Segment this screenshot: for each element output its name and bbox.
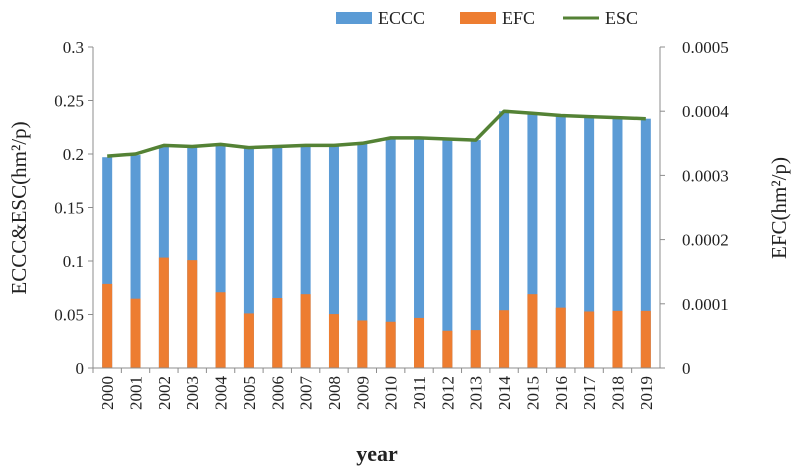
eccc-bar <box>130 155 141 368</box>
x-tick-label: 2014 <box>495 376 514 411</box>
eccc-bar <box>158 145 169 368</box>
efc-bar <box>584 311 595 368</box>
x-tick-label: 2004 <box>212 376 231 411</box>
legend-eccc-swatch <box>336 12 372 24</box>
eccc-bar <box>272 146 283 368</box>
left-tick-label: 0.1 <box>63 252 84 271</box>
y-axis-right-title: EFC(hm²/p) <box>767 157 791 259</box>
efc-bar <box>300 294 311 368</box>
efc-bar <box>243 313 254 368</box>
efc-bar <box>442 330 453 368</box>
eccc-bar <box>442 139 453 368</box>
legend: ECCC EFC ESC <box>336 8 638 28</box>
efc-bars <box>102 257 651 368</box>
right-tick-label: 0.0004 <box>682 102 729 121</box>
x-tick-label: 2019 <box>637 376 656 410</box>
x-tick-label: 2009 <box>353 376 372 410</box>
left-tick-label: 0.15 <box>54 199 84 218</box>
x-tick-label: 2011 <box>410 376 429 409</box>
x-axis-ticks: 2000 2001 2002 2003 2004 2005 2006 2007 2008 2009… <box>92 368 656 411</box>
esc-line-group <box>107 109 646 158</box>
x-tick-label: 2013 <box>467 376 486 410</box>
left-tick-label: 0.05 <box>54 306 84 325</box>
right-tick-label: 0.0001 <box>682 295 729 314</box>
efc-bar <box>187 260 198 368</box>
efc-bar <box>470 330 481 368</box>
eccc-bar <box>243 147 254 368</box>
eccc-bar <box>328 145 339 368</box>
legend-eccc-label: ECCC <box>378 8 425 28</box>
y-axis-left-title: ECCC&ESC(hm²/p) <box>7 121 31 294</box>
efc-bar <box>612 310 623 368</box>
left-tick-label: 0.25 <box>54 92 84 111</box>
eccc-bar <box>527 113 538 368</box>
legend-efc-swatch <box>460 12 496 24</box>
eccc-bar <box>215 144 226 368</box>
eccc-bar <box>640 118 651 368</box>
eccc-bar <box>499 111 510 368</box>
eccc-bar <box>300 145 311 368</box>
left-tick-label: 0.3 <box>63 38 84 57</box>
eccc-bar <box>555 115 566 368</box>
efc-bar <box>158 257 169 368</box>
eccc-bar <box>102 157 113 368</box>
efc-bar <box>527 294 538 368</box>
x-tick-label: 2007 <box>297 376 316 411</box>
efc-bar <box>130 298 141 368</box>
efc-bar <box>272 298 283 368</box>
x-tick-label: 2002 <box>155 376 174 410</box>
eccc-bar <box>612 117 623 369</box>
legend-efc-label: EFC <box>502 8 535 28</box>
right-axis-ticks: 0 0.0001 0.0002 0.0003 0.0004 0.0005 <box>660 38 729 378</box>
eccc-bar <box>414 137 425 368</box>
efc-bar <box>102 283 113 368</box>
eccc-bar <box>470 140 481 368</box>
right-tick-label: 0.0002 <box>682 231 729 250</box>
eccc-bar <box>187 146 198 368</box>
eccc-bar <box>385 137 396 368</box>
efc-bar <box>414 317 425 368</box>
eccc-bars <box>102 111 651 369</box>
left-axis-ticks: 0 0.05 0.1 0.15 0.2 0.25 0.3 <box>54 38 93 378</box>
x-tick-label: 2015 <box>523 376 542 410</box>
right-tick-label: 0.0005 <box>682 38 729 57</box>
efc-bar <box>499 310 510 368</box>
left-tick-label: 0.2 <box>63 145 84 164</box>
x-tick-label: 2008 <box>325 376 344 410</box>
legend-esc-label: ESC <box>605 8 638 28</box>
x-axis-title: year <box>356 441 398 466</box>
x-tick-label: 2016 <box>552 376 571 410</box>
eccc-bar <box>584 116 595 368</box>
efc-bar <box>328 314 339 368</box>
efc-bar <box>357 320 368 368</box>
efc-bar <box>640 310 651 368</box>
x-tick-label: 2012 <box>438 376 457 410</box>
eccc-bar <box>357 143 368 368</box>
efc-bar <box>555 307 566 368</box>
right-tick-label: 0.0003 <box>682 166 729 185</box>
x-tick-label: 2000 <box>98 376 117 410</box>
x-tick-label: 2017 <box>580 376 599 411</box>
x-tick-label: 2001 <box>127 376 146 410</box>
efc-bar <box>215 292 226 368</box>
efc-bar <box>385 321 396 368</box>
esc-line <box>107 109 646 158</box>
x-tick-label: 2010 <box>382 376 401 410</box>
x-tick-label: 2003 <box>183 376 202 410</box>
x-tick-label: 2005 <box>240 376 259 410</box>
x-tick-label: 2018 <box>608 376 627 410</box>
right-tick-label: 0 <box>682 359 691 378</box>
left-tick-label: 0 <box>76 359 85 378</box>
x-tick-label: 2006 <box>268 376 287 410</box>
